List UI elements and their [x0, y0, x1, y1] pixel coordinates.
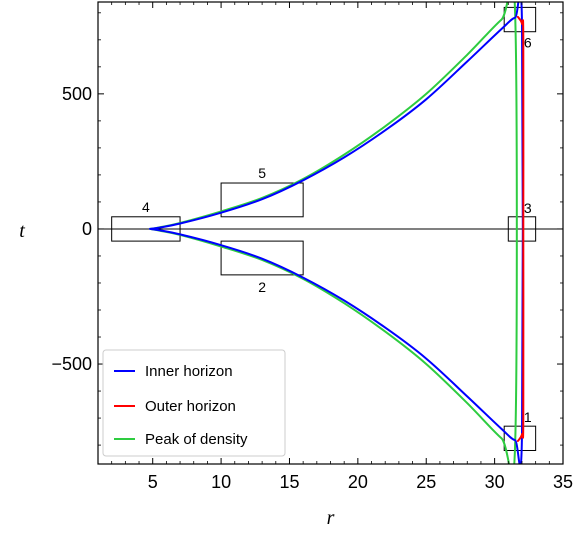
annotation-box-label-1: 1 [524, 409, 532, 425]
x-tick-label: 25 [416, 472, 436, 492]
y-tick-label: 0 [82, 219, 92, 239]
legend-label-outer-horizon: Outer horizon [145, 398, 236, 415]
annotation-box-label-2: 2 [258, 279, 266, 295]
legend-frame [102, 349, 286, 457]
annotation-box-label-4: 4 [142, 199, 150, 215]
annotation-box-6 [503, 6, 537, 33]
y-tick-label: −500 [51, 354, 92, 374]
x-tick-label: 10 [211, 472, 231, 492]
legend: Inner horizon Outer horizon Peak of dens… [102, 349, 286, 457]
x-tick-label: 35 [553, 472, 573, 492]
legend-label-inner-horizon: Inner horizon [145, 363, 233, 380]
x-tick-label: 15 [279, 472, 299, 492]
annotation-box-2 [220, 240, 304, 276]
x-tick-label: 5 [148, 472, 158, 492]
x-axis-title: r [327, 507, 335, 529]
annotation-box-label-3: 3 [524, 200, 532, 216]
legend-label-peak-of-density: Peak of density [145, 431, 248, 448]
y-tick-label: 500 [62, 84, 92, 104]
annotation-box-4 [111, 216, 181, 242]
annotation-box-1 [503, 425, 537, 451]
x-tick-label: 30 [485, 472, 505, 492]
annotation-box-5 [220, 182, 304, 218]
annotation-box-label-6: 6 [524, 35, 532, 51]
y-axis-title: t [19, 220, 25, 242]
annotation-box-label-5: 5 [258, 165, 266, 181]
series-line-outer-horizon [516, 15, 525, 442]
x-tick-label: 20 [348, 472, 368, 492]
